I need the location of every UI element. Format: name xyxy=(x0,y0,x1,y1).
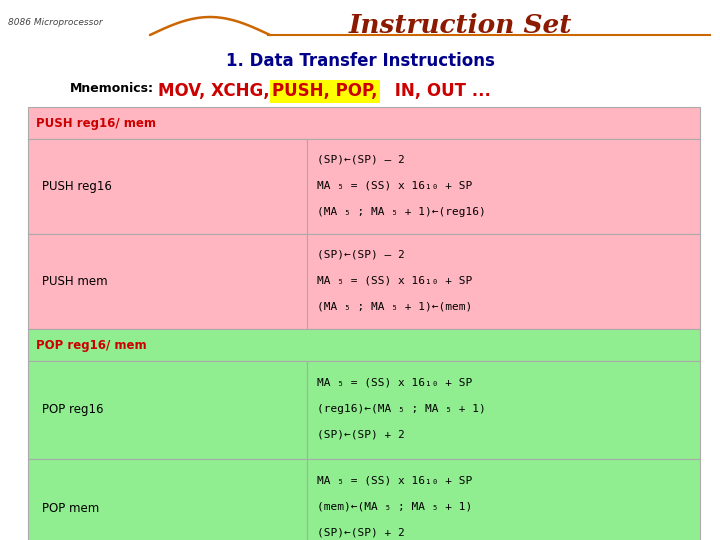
Bar xyxy=(28,329,700,361)
Text: PUSH, POP,: PUSH, POP, xyxy=(272,82,377,100)
Text: (SP)←(SP) – 2: (SP)←(SP) – 2 xyxy=(317,250,405,260)
Text: 8086 Microprocessor: 8086 Microprocessor xyxy=(8,18,103,27)
Bar xyxy=(28,361,307,459)
Text: (SP)←(SP) – 2: (SP)←(SP) – 2 xyxy=(317,155,405,165)
Text: (MA ₅ ; MA ₅ + 1)←(mem): (MA ₅ ; MA ₅ + 1)←(mem) xyxy=(317,302,472,312)
Bar xyxy=(28,139,307,234)
Text: PUSH reg16/ mem: PUSH reg16/ mem xyxy=(36,117,156,130)
Bar xyxy=(307,361,700,459)
Text: MOV, XCHG,: MOV, XCHG, xyxy=(158,82,275,100)
Text: PUSH reg16: PUSH reg16 xyxy=(42,180,112,193)
Text: Instruction Set: Instruction Set xyxy=(348,13,572,38)
Bar xyxy=(28,107,700,139)
Text: (MA ₅ ; MA ₅ + 1)←(reg16): (MA ₅ ; MA ₅ + 1)←(reg16) xyxy=(317,207,485,217)
Text: (SP)←(SP) + 2: (SP)←(SP) + 2 xyxy=(317,528,405,537)
Text: IN, OUT ...: IN, OUT ... xyxy=(389,82,491,100)
Bar xyxy=(307,459,700,540)
Text: MA ₅ = (SS) x 16₁₀ + SP: MA ₅ = (SS) x 16₁₀ + SP xyxy=(317,276,472,286)
Text: (mem)←(MA ₅ ; MA ₅ + 1): (mem)←(MA ₅ ; MA ₅ + 1) xyxy=(317,502,472,511)
Text: MA ₅ = (SS) x 16₁₀ + SP: MA ₅ = (SS) x 16₁₀ + SP xyxy=(317,377,472,388)
Text: MA ₅ = (SS) x 16₁₀ + SP: MA ₅ = (SS) x 16₁₀ + SP xyxy=(317,181,472,191)
Text: Mnemonics:: Mnemonics: xyxy=(70,82,154,95)
Text: POP reg16: POP reg16 xyxy=(42,403,104,416)
Bar xyxy=(307,139,700,234)
Text: MA ₅ = (SS) x 16₁₀ + SP: MA ₅ = (SS) x 16₁₀ + SP xyxy=(317,476,472,485)
Text: 1. Data Transfer Instructions: 1. Data Transfer Instructions xyxy=(225,52,495,70)
Text: (reg16)←(MA ₅ ; MA ₅ + 1): (reg16)←(MA ₅ ; MA ₅ + 1) xyxy=(317,403,485,414)
Text: POP mem: POP mem xyxy=(42,502,99,515)
Bar xyxy=(28,234,307,329)
Text: PUSH mem: PUSH mem xyxy=(42,275,107,288)
Text: POP reg16/ mem: POP reg16/ mem xyxy=(36,339,147,352)
Bar xyxy=(307,234,700,329)
Text: (SP)←(SP) + 2: (SP)←(SP) + 2 xyxy=(317,429,405,440)
Bar xyxy=(28,459,307,540)
